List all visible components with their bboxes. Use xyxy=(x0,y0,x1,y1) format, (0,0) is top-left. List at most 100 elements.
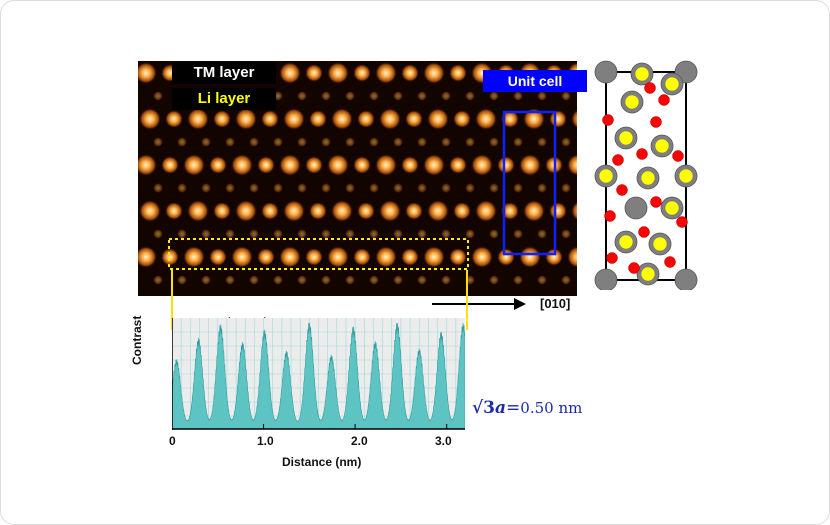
atom-column xyxy=(235,108,257,130)
atom-column xyxy=(519,154,541,176)
li-atom-column xyxy=(441,183,451,193)
li-atom-column xyxy=(345,275,355,285)
li-atom-column xyxy=(489,137,499,147)
li-atom-column xyxy=(393,183,403,193)
li-atom-column xyxy=(537,275,547,285)
li-atom-column xyxy=(465,137,475,147)
atom-column xyxy=(549,202,567,220)
atom-column xyxy=(231,246,253,268)
atom-column xyxy=(139,200,161,222)
li-atom-column xyxy=(513,91,523,101)
li-atom-column xyxy=(441,137,451,147)
atom-column xyxy=(523,200,545,222)
atom-column xyxy=(165,202,183,220)
li-atom-column xyxy=(201,137,211,147)
li-atom-column xyxy=(273,137,283,147)
atom-column xyxy=(375,246,397,268)
li-atom-column xyxy=(369,91,379,101)
line-profile-chart xyxy=(172,318,465,430)
li-atom-column xyxy=(201,229,211,239)
x-tick-label: 3.0 xyxy=(435,434,452,448)
li-atom xyxy=(640,266,656,282)
atom-column xyxy=(449,64,467,82)
atom-column xyxy=(353,64,371,82)
li-atom-column xyxy=(321,275,331,285)
formula-symbol: a xyxy=(495,398,507,418)
li-atom-column xyxy=(561,183,571,193)
atom-column xyxy=(309,202,327,220)
li-atom-column xyxy=(249,183,259,193)
atom-column xyxy=(279,154,301,176)
li-atom-column xyxy=(273,183,283,193)
li-layer-label: Li layer xyxy=(172,88,276,110)
atom-column xyxy=(519,246,541,268)
li-atom-column xyxy=(297,137,307,147)
li-atom-column xyxy=(561,275,571,285)
li-atom-column xyxy=(201,275,211,285)
li-atom-column xyxy=(273,275,283,285)
li-atom xyxy=(654,138,670,154)
atom-column xyxy=(138,62,157,84)
atom-column xyxy=(423,62,445,84)
li-atom-column xyxy=(177,229,187,239)
li-atom xyxy=(618,234,634,250)
li-atom xyxy=(618,130,634,146)
o-atom xyxy=(636,148,648,160)
li-atom-column xyxy=(369,183,379,193)
atom-column xyxy=(279,246,301,268)
atom-column xyxy=(183,246,205,268)
x-tick-label: 2.0 xyxy=(351,434,368,448)
li-atom xyxy=(640,170,656,186)
li-atom xyxy=(598,168,614,184)
li-atom xyxy=(624,94,640,110)
li-atom-column xyxy=(489,229,499,239)
unit-cell-label: Unit cell xyxy=(483,70,587,92)
atom-column xyxy=(309,110,327,128)
li-atom-column xyxy=(441,229,451,239)
atom-column xyxy=(523,108,545,130)
li-atom-column xyxy=(465,183,475,193)
li-atom-column xyxy=(489,275,499,285)
atom-column xyxy=(187,108,209,130)
atom-column xyxy=(571,201,577,221)
li-atom-column xyxy=(249,229,259,239)
atom-column xyxy=(567,246,577,268)
atom-column xyxy=(213,110,231,128)
li-atom xyxy=(678,168,694,184)
atom-column xyxy=(183,154,205,176)
o-atom xyxy=(658,94,670,106)
li-atom-column xyxy=(321,137,331,147)
o-atom xyxy=(644,82,656,94)
atom-column xyxy=(357,110,375,128)
li-atom-column xyxy=(465,229,475,239)
o-atom xyxy=(676,216,688,228)
li-atom-column xyxy=(369,275,379,285)
atom-column xyxy=(449,156,467,174)
li-atom-column xyxy=(489,91,499,101)
atom-column xyxy=(353,156,371,174)
atom-column xyxy=(209,156,227,174)
li-atom-column xyxy=(513,183,523,193)
atom-column xyxy=(475,108,497,130)
li-atom-column xyxy=(345,183,355,193)
li-atom-column xyxy=(561,137,571,147)
li-atom xyxy=(664,200,680,216)
li-atom-column xyxy=(393,229,403,239)
li-atom-column xyxy=(393,91,403,101)
li-atom-column xyxy=(537,91,547,101)
atom-column xyxy=(138,154,157,176)
li-atom-column xyxy=(201,183,211,193)
li-atom-column xyxy=(297,183,307,193)
atom-column xyxy=(209,248,227,266)
atom-column xyxy=(423,246,445,268)
li-atom-column xyxy=(177,137,187,147)
o-atom xyxy=(650,116,662,128)
li-atom-column xyxy=(345,137,355,147)
li-atom-column xyxy=(345,229,355,239)
atom-column xyxy=(379,200,401,222)
tm-atom xyxy=(674,268,698,290)
atom-column xyxy=(375,154,397,176)
atom-column xyxy=(471,246,493,268)
atom-column xyxy=(327,62,349,84)
